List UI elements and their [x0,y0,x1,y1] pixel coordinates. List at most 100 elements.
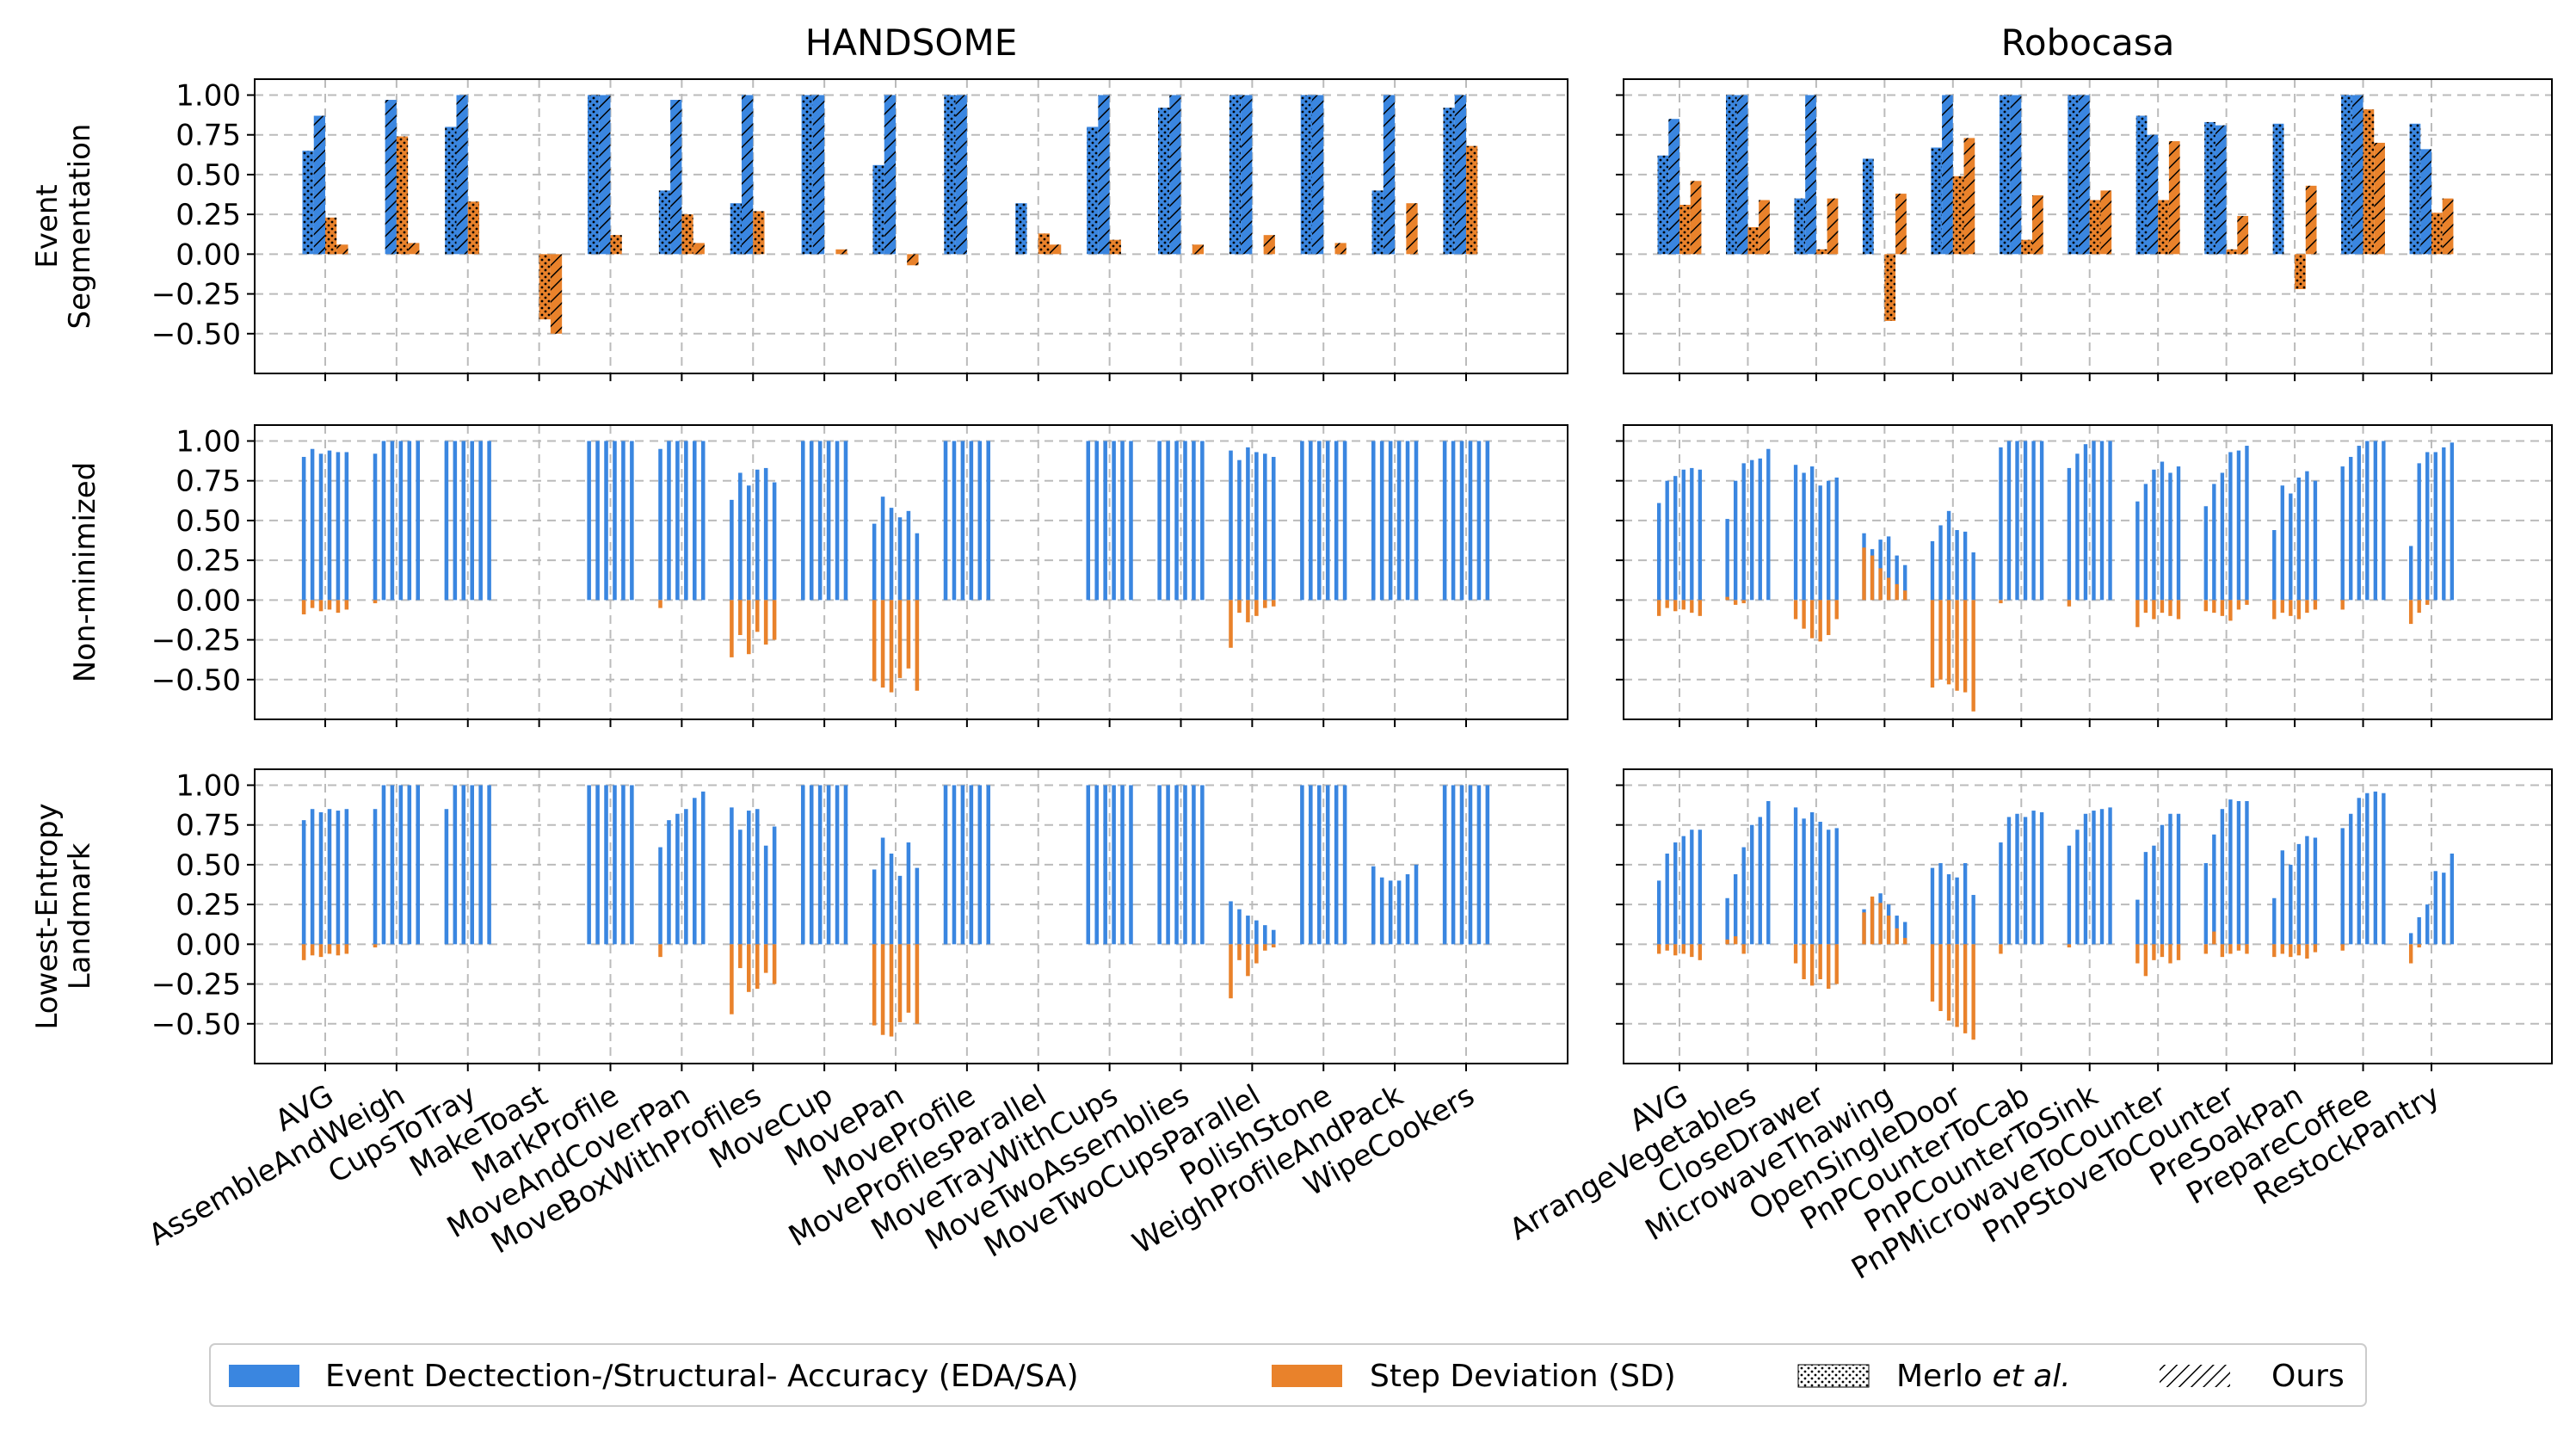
bar-eda [1999,447,2003,601]
bar-eda [952,785,957,945]
bar-eda [977,785,983,945]
bar-sd [2236,944,2241,951]
bar-eda [897,875,903,945]
bar-eda-ours-pattern [1942,95,1953,255]
bar-sd [1999,944,2003,954]
bar-eda [1371,866,1376,945]
axes-frame [1623,424,2553,720]
bar-eda [470,785,475,945]
bar-eda [470,441,475,601]
y-tick-label: −0.25 [151,278,241,312]
bar-sd [2280,944,2284,954]
bar-eda [1698,830,1703,945]
bar-eda [630,441,634,601]
bar-eda [1971,552,1975,601]
bar-eda [1886,536,1891,601]
bar-eda [1342,441,1347,601]
bar-sd [344,600,349,610]
bar-eda [906,842,911,945]
bar-eda [2272,897,2277,945]
bar-sd-merlo-pattern [1038,233,1051,255]
bar-eda [1103,785,1107,945]
bar-sd [1246,944,1250,977]
bar-eda [453,441,458,601]
bar-sd-ours-pattern [1334,243,1347,255]
bar-eda [1834,828,1839,945]
bar-eda [1681,469,1685,601]
bar-eda [2135,899,2140,945]
bar-sd [2305,600,2309,614]
bar-sd [2228,944,2233,954]
bar-sd [897,944,903,1022]
bar-eda [1963,863,1968,945]
bar-eda [2099,441,2105,601]
bar-sd-ours-pattern [2374,142,2385,255]
bar-eda-ours-pattern [1736,95,1748,255]
bar-eda-ours-pattern [812,95,825,255]
bar-eda [1192,785,1196,945]
bar-sd [2272,600,2277,620]
bar-eda [2236,800,2241,945]
bar-eda [2373,791,2378,945]
y-tick-label: 0.75 [176,465,241,499]
bar-eda [461,785,466,945]
bar-eda [2442,447,2446,601]
bar-eda-ours-pattern [1668,119,1679,255]
bar-sd-ours-pattern [1406,203,1418,255]
bar-eda [1827,830,1831,945]
bar-eda [2039,811,2044,945]
bar-sd [1802,600,1806,629]
bar-eda [1476,441,1482,601]
bar-sd [880,944,885,1035]
bar-eda [595,785,600,945]
bar-eda [684,809,688,945]
bar-eda [675,813,680,945]
bar-eda [613,785,617,945]
bar-eda [746,811,751,945]
bar-sd-merlo-pattern [1952,176,1964,255]
bar-eda [1309,441,1313,601]
bar-sd [373,944,378,948]
bar-eda [1183,441,1187,601]
bar-eda [1930,540,1935,601]
bar-eda [2408,933,2413,945]
bar-eda [1733,480,1738,601]
bar-sd [1878,568,1883,601]
bar-eda [2015,813,2019,945]
bar-sd-merlo-pattern [1884,254,1896,321]
bar-eda [667,820,671,945]
bar-eda [730,807,734,945]
bar-eda [373,809,378,945]
bar-eda [1405,441,1410,601]
bar-sd [344,944,349,954]
bar-sd [1263,600,1267,608]
bar-eda [1476,785,1482,945]
bar-sd [755,944,760,990]
bar-sd [1818,944,1822,980]
legend-merlo-label: Merlo et al. [1896,1359,2071,1394]
bar-eda [398,441,404,601]
bar-sd [1698,600,1703,616]
bar-sd [1733,936,1738,945]
bar-eda [2152,845,2156,945]
bar-sd [1741,600,1746,604]
bar-sd [738,600,743,636]
bar-eda [2340,828,2345,945]
bar-sd [889,944,894,1037]
bar-eda [2450,442,2455,601]
bar-eda [1103,441,1107,601]
bar-sd [872,600,877,681]
bar-sd [2280,600,2284,614]
bar-eda [613,441,617,601]
bar-sd [1246,600,1250,623]
bar-sd [1656,600,1661,616]
bar-sd [1681,944,1685,954]
bar-sd [2296,600,2302,620]
bar-eda [1263,453,1267,601]
bar-sd [1886,577,1891,601]
bar-sd [2212,931,2216,945]
bar-eda [1809,811,1815,945]
bar-eda [1681,836,1685,945]
legend-eda-label: Event Dectection-/Structural- Accuracy (… [325,1359,1079,1394]
bar-sd-merlo-pattern [1109,239,1121,255]
